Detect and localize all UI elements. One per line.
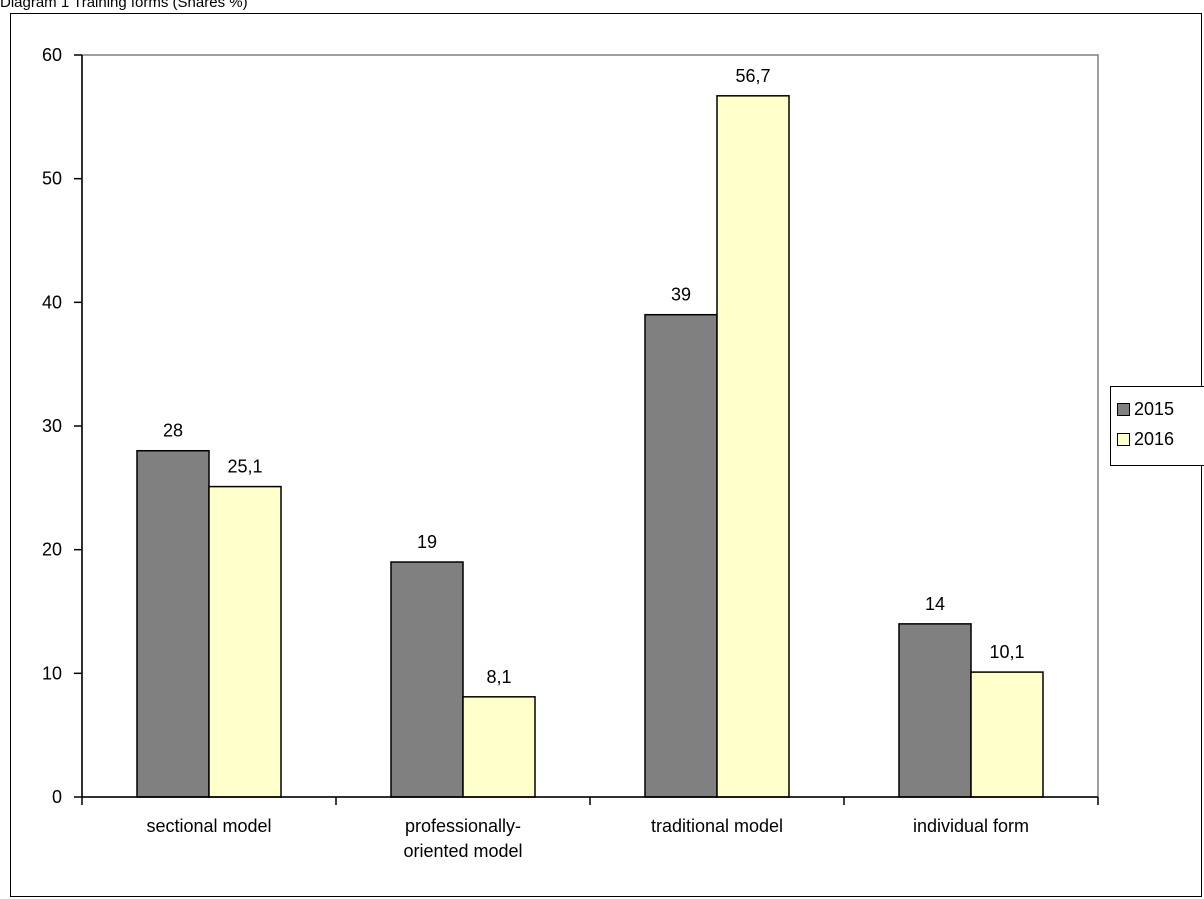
x-tick-label: oriented model [403,841,522,861]
data-label-2016-0: 25,1 [227,457,262,477]
bar-2016-2 [716,95,790,798]
legend-swatch-2015 [1117,402,1130,416]
y-tick-label: 40 [42,292,62,312]
legend-item-2016: 2016 [1117,429,1174,449]
legend-label-2015: 2015 [1134,398,1175,419]
legend-label-2016: 2016 [1134,428,1175,449]
legend: 2015 2016 [1110,386,1204,466]
bar-2016-3 [970,671,1044,798]
y-tick-label: 20 [42,540,62,560]
y-tick-label: 0 [52,787,62,807]
x-tick-label: sectional model [146,816,271,836]
bar-2015-2 [644,313,718,798]
bar-2015-3 [898,623,972,798]
data-label-2016-3: 10,1 [989,642,1024,662]
bar-2015-1 [390,561,464,798]
y-tick-label: 10 [42,663,62,683]
axes-group: 0 10 20 30 40 50 60 sectional model professional… [42,45,1099,861]
legend-swatch-2016 [1117,432,1130,446]
y-tick-label: 60 [42,45,62,65]
data-label-2015-2: 39 [671,285,691,305]
x-tick-label: traditional model [651,816,783,836]
bars-group [136,95,1044,798]
x-tick-label: professionally- [405,816,521,836]
data-label-2016-1: 8,1 [486,667,511,687]
legend-item-2015: 2015 [1117,399,1174,419]
data-labels-group: 28 19 39 14 25,1 8,1 56,7 10,1 [163,66,1025,687]
data-label-2015-3: 14 [925,594,945,614]
data-label-2016-2: 56,7 [735,66,770,86]
data-label-2015-0: 28 [163,421,183,441]
bar-2016-1 [462,696,536,798]
bar-2016-0 [208,485,282,798]
x-tick-label: individual form [913,816,1029,836]
y-tick-label: 50 [42,169,62,189]
y-tick-label: 30 [42,416,62,436]
bar-2015-0 [136,449,210,798]
chart-caption: Diagram 1 Training forms (Shares %) [0,0,248,11]
data-label-2015-1: 19 [417,532,437,552]
